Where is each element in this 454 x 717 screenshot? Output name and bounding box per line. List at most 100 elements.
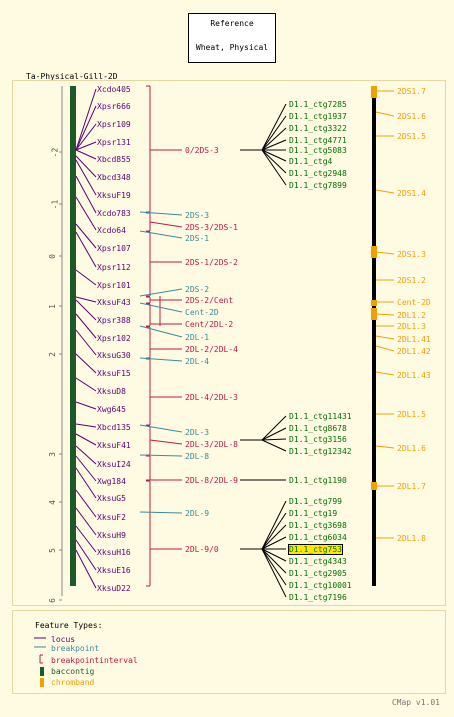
breakpoint-2dl-9[interactable]: 2DL-9 [185,509,210,518]
locus-connector [75,105,97,151]
contig-d1-1_ctg3156[interactable]: D1.1_ctg3156 [289,435,347,444]
breakpoint-2ds-2[interactable]: 2DS-2 [185,285,210,294]
contig-d1-1_ctg4771[interactable]: D1.1_ctg4771 [289,136,347,145]
breakpoint-2ds-1[interactable]: 2DS-1 [185,234,210,243]
contig-d1-1_ctg1190[interactable]: D1.1_ctg1190 [289,476,347,485]
interval-label[interactable]: 2DL-2/2DL-4 [185,345,238,354]
contig-d1-1_ctg2948[interactable]: D1.1_ctg2948 [289,169,347,178]
chromband-2ds1-2[interactable]: 2DS1.2 [397,276,426,285]
interval-label[interactable]: 2DL-9/0 [185,545,219,554]
chromband-2dl1-6[interactable]: 2DL1.6 [397,444,426,453]
contig-connector [261,500,287,550]
interval-label[interactable]: Cent/2DL-2 [185,320,234,329]
locus-xbcd348[interactable]: Xbcd348 [97,173,131,182]
breakpoint-2dl-3[interactable]: 2DL-3 [185,428,210,437]
breakpoint-connector [139,230,183,239]
chromband-2dl1-7[interactable]: 2DL1.7 [397,482,426,491]
interval-label[interactable]: 2DS-1/2DS-2 [185,258,238,267]
locus-xpsr101[interactable]: Xpsr101 [97,281,131,290]
contig-d1-1_ctg3322[interactable]: D1.1_ctg3322 [289,124,347,133]
chromband-2dl1-41[interactable]: 2DL1.41 [397,335,431,344]
locus-xksuh9[interactable]: XksuH9 [97,531,126,540]
locus-xksud8[interactable]: XksuD8 [97,387,126,396]
chromband-2dl1-3[interactable]: 2DL1.3 [397,322,426,331]
locus-xksug30[interactable]: XksuG30 [97,351,131,360]
chromband-2ds1-5[interactable]: 2DS1.5 [397,132,426,141]
chromband-2dl1-43[interactable]: 2DL1.43 [397,371,431,380]
contig-d1-1_ctg4343[interactable]: D1.1_ctg4343 [289,557,347,566]
contig-d1-1_ctg12342[interactable]: D1.1_ctg12342 [289,447,352,456]
locus-xpsr131[interactable]: Xpsr131 [97,138,131,147]
contig-d1-1_ctg6034[interactable]: D1.1_ctg6034 [289,533,347,542]
breakpoint-2dl-4[interactable]: 2DL-4 [185,357,210,366]
contig-d1-1_ctg2905[interactable]: D1.1_ctg2905 [289,569,347,578]
locus-connector [75,313,97,339]
chromband-2dl1-2[interactable]: 2DL1.2 [397,311,426,320]
axis-tick-label: 3 [47,452,57,457]
locus-xcdo405[interactable]: Xcdo405 [97,85,131,94]
chromband-2ds1-6[interactable]: 2DS1.6 [397,112,426,121]
breakpoint-connector [139,511,183,514]
contig-d1-1_ctg19[interactable]: D1.1_ctg19 [289,509,338,518]
locus-xksue16[interactable]: XksuE16 [97,566,131,575]
locus-xksuh16[interactable]: XksuH16 [97,548,131,557]
chromband-2ds1-4[interactable]: 2DS1.4 [397,189,426,198]
locus-xcdo64[interactable]: Xcdo64 [97,226,126,235]
reference-chromosome-bar [372,86,376,586]
breakpoint-2ds-3[interactable]: 2DS-3 [185,211,210,220]
contig-d1-1_ctg4[interactable]: D1.1_ctg4 [289,157,333,166]
contig-connector [261,439,287,452]
contig-d1-1_ctg1937[interactable]: D1.1_ctg1937 [289,112,347,121]
contig-d1-1_ctg5083[interactable]: D1.1_ctg5083 [289,146,347,155]
locus-connector [75,223,97,249]
locus-xpsr107[interactable]: Xpsr107 [97,244,131,253]
contig-d1-1_ctg753[interactable]: D1.1_ctg753 [288,544,343,555]
locus-xbcd855[interactable]: Xbcd855 [97,155,131,164]
locus-xksuf2[interactable]: XksuF2 [97,513,126,522]
chromband-2ds1-3[interactable]: 2DS1.3 [397,250,426,259]
locus-xwg645[interactable]: Xwg645 [97,405,126,414]
locus-xksuf15[interactable]: XksuF15 [97,369,131,378]
contig-d1-1_ctg7196[interactable]: D1.1_ctg7196 [289,593,347,602]
locus-xksuf43[interactable]: XksuF43 [97,298,131,307]
breakpoint-cent-2d[interactable]: Cent-2D [185,308,219,317]
chromband-cent-2d[interactable]: Cent-2D [397,298,431,307]
locus-xksuf19[interactable]: XksuF19 [97,191,131,200]
map-title[interactable]: Ta-Physical-Gill-2D [26,72,118,81]
contig-d1-1_ctg7899[interactable]: D1.1_ctg7899 [289,181,347,190]
interval-label[interactable]: 2DL-3/2DL-8 [185,440,238,449]
locus-xpsr388[interactable]: Xpsr388 [97,316,131,325]
locus-xpsr112[interactable]: Xpsr112 [97,263,131,272]
locus-xksui24[interactable]: XksuI24 [97,460,131,469]
interval-label[interactable]: 0/2DS-3 [185,146,219,155]
chromband-2ds1-7[interactable]: 2DS1.7 [397,87,426,96]
breakpoint-2dl-8[interactable]: 2DL-8 [185,452,210,461]
interval-label[interactable]: 2DS-3/2DS-1 [185,223,238,232]
contig-d1-1_ctg10001[interactable]: D1.1_ctg10001 [289,581,352,590]
chromband-2dl1-8[interactable]: 2DL1.8 [397,534,426,543]
chromband-2dl1-5[interactable]: 2DL1.5 [397,410,426,419]
contig-d1-1_ctg7285[interactable]: D1.1_ctg7285 [289,100,347,109]
locus-xwg184[interactable]: Xwg184 [97,477,126,486]
locus-xpsr102[interactable]: Xpsr102 [97,334,131,343]
contig-d1-1_ctg799[interactable]: D1.1_ctg799 [289,497,342,506]
breakpoint-2dl-1[interactable]: 2DL-1 [185,333,210,342]
locus-xksug5[interactable]: XksuG5 [97,494,126,503]
locus-xcdo783[interactable]: Xcdo783 [97,209,131,218]
contig-d1-1_ctg11431[interactable]: D1.1_ctg11431 [289,412,352,421]
chromband-connector [375,251,395,255]
interval-label[interactable]: 2DL-4/2DL-3 [185,393,238,402]
interval-label[interactable]: 2DS-2/Cent [185,296,234,305]
locus-xbcd135[interactable]: Xbcd135 [97,423,131,432]
contig-d1-1_ctg3698[interactable]: D1.1_ctg3698 [289,521,347,530]
contig-d1-1_ctg8678[interactable]: D1.1_ctg8678 [289,424,347,433]
locus-xksuf41[interactable]: XksuF41 [97,441,131,450]
locus-connector [75,445,97,465]
locus-connector [75,123,97,151]
chromband-2dl1-42[interactable]: 2DL1.42 [397,347,431,356]
locus-xksud22[interactable]: XksuD22 [97,584,131,593]
locus-xpsr109[interactable]: Xpsr109 [97,120,131,129]
breakpoint-connector [139,302,183,313]
interval-label[interactable]: 2DL-8/2DL-9 [185,476,238,485]
locus-xpsr666[interactable]: Xpsr666 [97,102,131,111]
